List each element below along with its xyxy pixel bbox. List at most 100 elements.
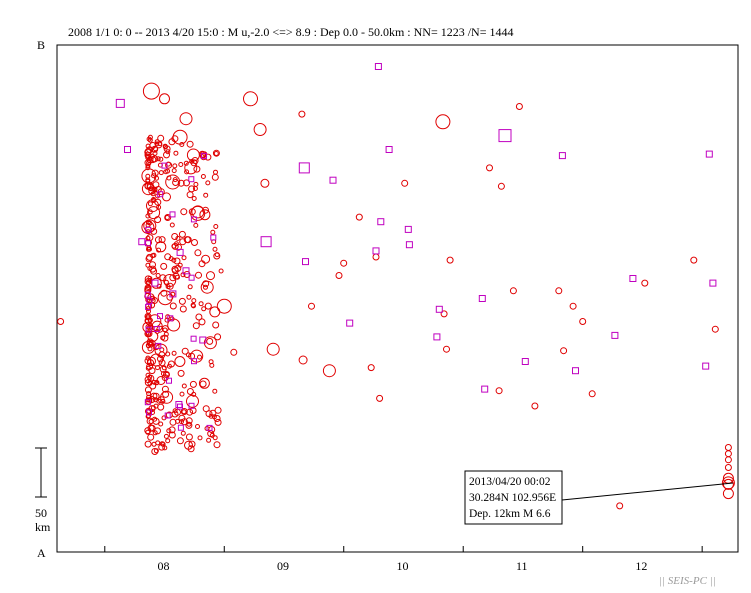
event-square-marker [374, 63, 382, 70]
cluster-event-marker [152, 392, 160, 400]
cluster-event-marker [191, 205, 205, 219]
cluster-event-marker [180, 208, 188, 216]
event-marker [724, 464, 732, 471]
cluster-event-marker [175, 274, 180, 280]
cluster-event-square-marker [190, 335, 197, 342]
cluster-event-marker [145, 429, 151, 435]
cluster-event-marker [198, 301, 204, 307]
cluster-event-marker [157, 396, 165, 404]
event-marker [515, 103, 523, 110]
cluster-event-marker [205, 410, 213, 418]
axis-end-label-b: B [37, 38, 45, 52]
cluster-event-square-marker [166, 377, 172, 384]
cluster-event-marker [146, 391, 152, 397]
cluster-event-marker [147, 201, 153, 207]
cluster-event-marker [155, 156, 161, 162]
cluster-event-marker [191, 196, 197, 201]
cluster-event-marker [203, 284, 208, 290]
cluster-event-marker [160, 335, 166, 341]
cluster-event-marker [144, 147, 152, 155]
event-square-marker [705, 150, 713, 158]
event-marker [401, 179, 409, 187]
cluster-event-marker [145, 255, 153, 263]
cluster-event-marker [141, 340, 155, 354]
event-square-marker [404, 225, 412, 233]
cluster-event-marker [146, 246, 151, 252]
event-square-marker [176, 248, 184, 256]
cluster-event-marker [181, 255, 187, 261]
cluster-event-marker [187, 284, 193, 290]
event-square-marker [115, 98, 125, 108]
cluster-event-marker [160, 289, 168, 297]
cluster-event-marker [189, 407, 197, 414]
cluster-event-square-marker [177, 424, 184, 431]
cluster-event-marker [165, 149, 171, 155]
cluster-event-marker [144, 317, 152, 325]
event-markers [57, 63, 735, 510]
cluster-event-marker [173, 241, 179, 247]
cluster-event-marker [165, 438, 171, 444]
cluster-event-marker [205, 180, 211, 186]
cluster-event-marker [212, 321, 220, 329]
cluster-event-marker [152, 416, 158, 422]
event-marker [616, 502, 624, 510]
cluster-event-square-marker [177, 403, 183, 410]
event-square-marker [498, 129, 512, 143]
cluster-event-marker [183, 236, 191, 244]
event-marker [57, 318, 65, 325]
event-marker [376, 394, 384, 402]
cluster-event-marker [144, 357, 152, 365]
cluster-event-marker [173, 257, 181, 265]
event-marker [690, 256, 698, 264]
cluster-event-marker [189, 158, 195, 164]
cluster-event-marker [178, 414, 186, 422]
cluster-event-square-marker [190, 216, 197, 223]
cluster-event-marker [151, 379, 157, 385]
cluster-event-marker [150, 267, 158, 275]
cluster-event-marker [154, 236, 162, 244]
cluster-event-marker [146, 338, 154, 346]
event-marker [172, 129, 188, 145]
cluster-event-marker [180, 430, 186, 436]
event-marker [322, 364, 336, 378]
cluster-event-marker [183, 271, 191, 278]
cluster-event-square-marker [157, 313, 163, 320]
cluster-event-marker [186, 408, 194, 416]
cluster-event-marker [161, 385, 169, 393]
cluster-event-marker [198, 318, 206, 326]
cluster-event-marker [206, 437, 212, 443]
cluster-event-marker [176, 437, 184, 445]
cluster-event-marker [214, 406, 222, 414]
cluster-event-marker [160, 390, 174, 404]
cluster-event-marker [154, 427, 161, 435]
event-marker [298, 110, 306, 118]
cluster-event-marker [163, 274, 177, 287]
event-square-marker [405, 241, 413, 249]
cluster-event-marker [163, 169, 169, 175]
cluster-event-marker [155, 273, 161, 278]
cluster-event-marker [163, 433, 169, 439]
event-marker [443, 345, 450, 353]
cluster-event-marker [150, 410, 155, 415]
cluster-event-marker [146, 199, 159, 213]
cluster-event-square-marker [169, 211, 176, 218]
cluster-event-marker [158, 443, 166, 451]
event-square-marker [435, 305, 443, 313]
event-marker [588, 390, 596, 398]
cluster-event-marker [184, 440, 193, 450]
event-marker [243, 91, 258, 107]
cluster-event-marker [191, 391, 197, 397]
cluster-event-marker [166, 363, 172, 369]
cluster-event-marker [177, 369, 185, 377]
event-square-marker [182, 267, 190, 275]
cluster-event-marker [198, 377, 210, 389]
cluster-event-marker [188, 208, 196, 216]
cluster-event-marker [156, 325, 164, 333]
cluster-event-marker [177, 179, 185, 187]
cluster-event-marker [164, 215, 170, 220]
event-square-marker [521, 358, 529, 365]
cluster-event-marker [167, 318, 181, 332]
cluster-event-marker [169, 222, 175, 228]
event-square-marker [260, 236, 272, 248]
cluster-event-square-marker [188, 176, 195, 183]
